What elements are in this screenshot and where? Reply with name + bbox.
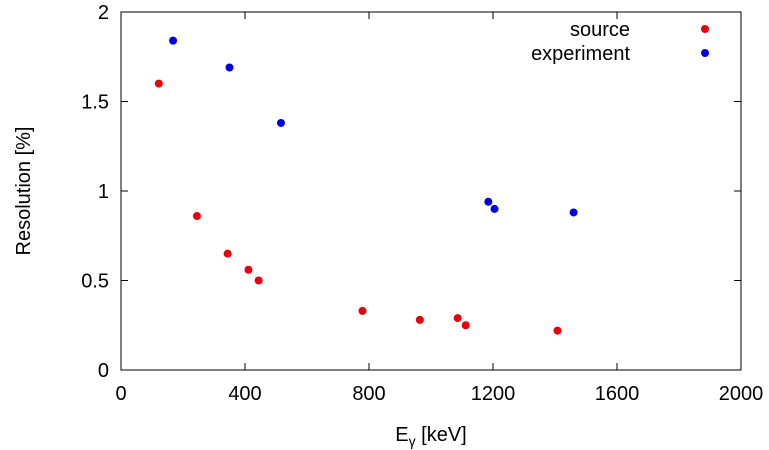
legend-marker-source bbox=[701, 25, 709, 33]
x-axis-label-subscript: γ bbox=[409, 433, 416, 449]
x-tick-label: 1600 bbox=[595, 383, 640, 405]
legend-label-experiment: experiment bbox=[531, 43, 630, 65]
experiment-point bbox=[225, 63, 234, 72]
y-axis-label: Resolution [%] bbox=[13, 127, 35, 256]
experiment-point bbox=[276, 118, 285, 127]
x-axis-label-unit: [keV] bbox=[416, 424, 467, 446]
x-tick-label: 2000 bbox=[719, 383, 764, 405]
data-points bbox=[154, 36, 578, 335]
source-point bbox=[223, 249, 232, 258]
source-point bbox=[254, 276, 263, 285]
source-point bbox=[453, 314, 462, 323]
y-tick-label: 0.5 bbox=[81, 271, 109, 293]
y-tick-label: 1.5 bbox=[81, 92, 109, 114]
x-tick-label: 800 bbox=[352, 383, 385, 405]
experiment-point bbox=[490, 204, 499, 213]
experiment-point bbox=[569, 208, 578, 217]
experiment-point bbox=[169, 36, 178, 45]
axis-ticks: 0 400 800 1200 1600 2000 0 0.5 1 1.5 2 bbox=[81, 2, 763, 405]
x-tick-label: 1200 bbox=[471, 383, 516, 405]
x-tick-label: 400 bbox=[228, 383, 261, 405]
source-point bbox=[553, 326, 562, 335]
x-axis-label: Eγ [keV] bbox=[395, 424, 466, 449]
x-tick-label: 0 bbox=[115, 383, 126, 405]
source-point bbox=[415, 315, 424, 324]
source-point bbox=[461, 321, 470, 330]
experiment-point bbox=[484, 197, 493, 206]
legend-marker-experiment bbox=[701, 49, 709, 57]
source-point bbox=[192, 212, 201, 221]
x-axis-label-main: E bbox=[395, 424, 408, 446]
legend-label-source: source bbox=[570, 19, 630, 41]
y-tick-label: 0 bbox=[98, 360, 109, 382]
source-point bbox=[154, 79, 163, 88]
source-point bbox=[244, 265, 253, 274]
y-tick-label: 2 bbox=[98, 2, 109, 24]
source-point bbox=[358, 306, 367, 315]
plot-frame bbox=[120, 11, 742, 371]
y-tick-label: 1 bbox=[98, 181, 109, 203]
